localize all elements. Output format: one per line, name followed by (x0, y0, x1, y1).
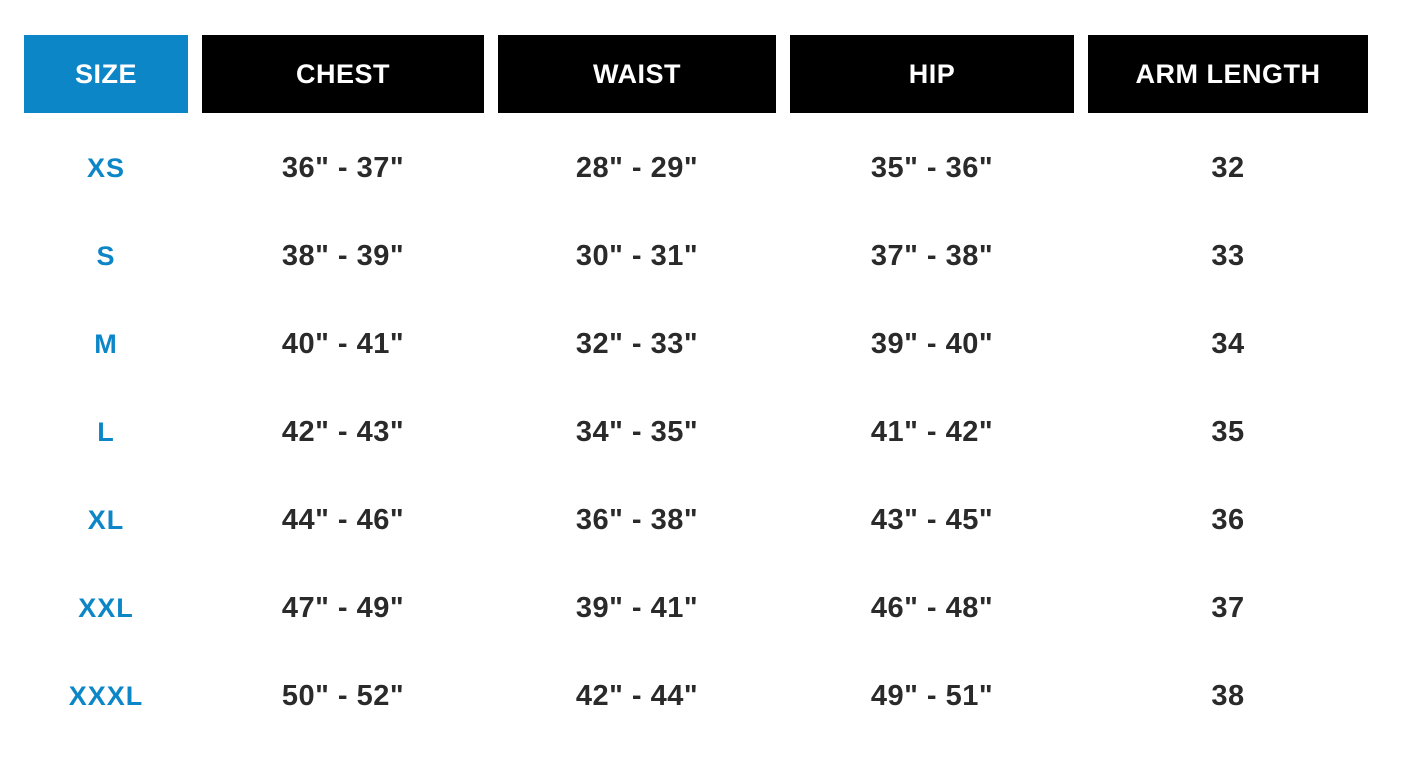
column-header-arm-length: ARM LENGTH (1088, 35, 1368, 113)
waist-value: 34" - 35" (575, 415, 699, 448)
arm-length-value: 35 (1211, 415, 1245, 448)
arm-length-value: 32 (1211, 151, 1245, 184)
chest-value: 42" - 43" (281, 415, 405, 448)
chest-value: 44" - 46" (281, 503, 405, 536)
size-label: S (96, 240, 116, 271)
waist-value: 42" - 44" (575, 679, 699, 712)
column-header-chest: CHEST (202, 35, 484, 113)
waist-value: 30" - 31" (575, 239, 699, 272)
waist-value: 36" - 38" (575, 503, 699, 536)
column-header-size: SIZE (24, 35, 188, 113)
table-row: XXXL 50" - 52" 42" - 44" 49" - 51" 38 (24, 652, 1368, 740)
waist-value: 32" - 33" (575, 327, 699, 360)
column-header-waist: WAIST (498, 35, 776, 113)
arm-length-value: 33 (1211, 239, 1245, 272)
arm-length-value: 36 (1211, 503, 1245, 536)
hip-value: 35" - 36" (870, 151, 994, 184)
table-row: M 40" - 41" 32" - 33" 39" - 40" 34 (24, 300, 1368, 388)
chest-value: 38" - 39" (281, 239, 405, 272)
arm-length-value: 38 (1211, 679, 1245, 712)
table-row: XL 44" - 46" 36" - 38" 43" - 45" 36 (24, 476, 1368, 564)
column-header-hip: HIP (790, 35, 1074, 113)
size-label: XXXL (68, 680, 144, 711)
table-row: L 42" - 43" 34" - 35" 41" - 42" 35 (24, 388, 1368, 476)
arm-length-value: 34 (1211, 327, 1245, 360)
table-row: XXL 47" - 49" 39" - 41" 46" - 48" 37 (24, 564, 1368, 652)
hip-value: 43" - 45" (870, 503, 994, 536)
table-row: S 38" - 39" 30" - 31" 37" - 38" 33 (24, 212, 1368, 300)
size-label: M (94, 328, 118, 359)
hip-value: 49" - 51" (870, 679, 994, 712)
hip-value: 41" - 42" (870, 415, 994, 448)
size-chart-table: SIZE CHEST WAIST HIP ARM LENGTH XS 36" -… (24, 35, 1368, 740)
size-label: XL (87, 504, 125, 535)
arm-length-value: 37 (1211, 591, 1245, 624)
table-header-row: SIZE CHEST WAIST HIP ARM LENGTH (24, 35, 1368, 113)
table-row: XS 36" - 37" 28" - 29" 35" - 36" 32 (24, 124, 1368, 212)
chest-value: 36" - 37" (281, 151, 405, 184)
hip-value: 39" - 40" (870, 327, 994, 360)
hip-value: 46" - 48" (870, 591, 994, 624)
size-label: XS (86, 152, 126, 183)
size-label: L (97, 416, 115, 447)
size-label: XXL (78, 592, 134, 623)
hip-value: 37" - 38" (870, 239, 994, 272)
waist-value: 28" - 29" (575, 151, 699, 184)
chest-value: 40" - 41" (281, 327, 405, 360)
chest-value: 50" - 52" (281, 679, 405, 712)
chest-value: 47" - 49" (281, 591, 405, 624)
table-body: XS 36" - 37" 28" - 29" 35" - 36" 32 S 38… (24, 124, 1368, 740)
waist-value: 39" - 41" (575, 591, 699, 624)
